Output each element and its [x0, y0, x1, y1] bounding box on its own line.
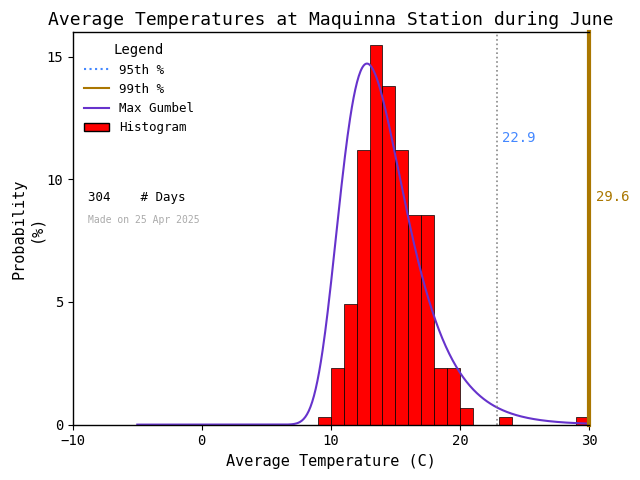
Bar — [318, 417, 331, 425]
X-axis label: Average Temperature (C): Average Temperature (C) — [226, 454, 436, 469]
Bar — [408, 215, 421, 425]
Bar — [383, 85, 396, 425]
Title: Average Temperatures at Maquinna Station during June: Average Temperatures at Maquinna Station… — [48, 11, 614, 29]
Bar — [344, 304, 356, 425]
Bar — [369, 45, 383, 425]
Text: Made on 25 Apr 2025: Made on 25 Apr 2025 — [88, 215, 200, 225]
Bar — [576, 417, 589, 425]
Bar — [421, 215, 434, 425]
Y-axis label: Probability
(%): Probability (%) — [11, 178, 44, 278]
Text: 22.9: 22.9 — [502, 132, 536, 145]
Bar — [460, 408, 473, 425]
Bar — [499, 417, 511, 425]
Bar — [434, 368, 447, 425]
Bar — [356, 150, 369, 425]
Bar — [396, 150, 408, 425]
Bar — [447, 368, 460, 425]
Text: 29.6: 29.6 — [596, 190, 629, 204]
Bar — [331, 368, 344, 425]
Text: 304    # Days: 304 # Days — [88, 191, 186, 204]
Legend: 95th %, 99th %, Max Gumbel, Histogram: 95th %, 99th %, Max Gumbel, Histogram — [79, 38, 199, 139]
